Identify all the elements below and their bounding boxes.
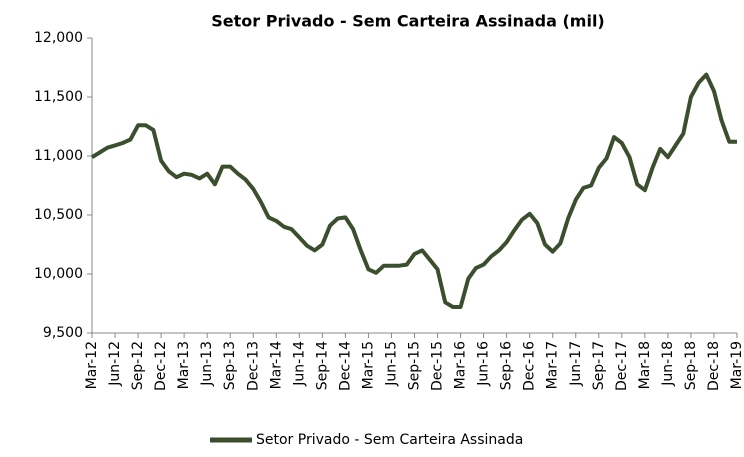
x-tick-label: Sep-12 [130, 341, 146, 390]
data-line [90, 72, 737, 309]
x-tick-label: Jun-14 [291, 341, 307, 387]
y-tick-label: 12,000 [34, 30, 83, 46]
x-tick-label: Dec-14 [337, 341, 353, 391]
x-tick-label: Sep-13 [222, 341, 238, 390]
x-tick-label: Mar-17 [545, 341, 561, 389]
legend-label: Setor Privado - Sem Carteira Assinada [256, 432, 523, 448]
y-tick-label: 11,000 [34, 148, 83, 164]
x-tick-label: Mar-13 [176, 341, 192, 389]
x-tick-label: Mar-18 [637, 341, 653, 389]
x-tick-label: Sep-14 [314, 341, 330, 390]
x-tick-label: Dec-15 [430, 341, 446, 391]
x-tick-label: Sep-17 [591, 341, 607, 390]
x-tick-label: Dec-17 [614, 341, 630, 391]
x-tick-label: Dec-18 [706, 341, 722, 391]
x-tick-label: Jun-13 [199, 341, 215, 387]
x-tick-label: Mar-14 [268, 341, 284, 389]
x-tick-label: Jun-15 [383, 341, 399, 387]
x-tick-label: Sep-15 [407, 341, 423, 390]
x-tick-label: Jun-17 [568, 341, 584, 387]
x-tick-label: Jun-16 [476, 341, 492, 387]
y-tick-label: 9,500 [43, 325, 83, 341]
x-tick-label: Jun-18 [660, 341, 676, 387]
y-tick-label: 10,500 [34, 207, 83, 223]
y-tick-label: 11,500 [34, 89, 83, 105]
x-tick-label: Mar-15 [360, 341, 376, 389]
x-tick-label: Dec-16 [522, 341, 538, 391]
x-tick-label: Dec-13 [245, 341, 261, 391]
chart-title: Setor Privado - Sem Carteira Assinada (m… [211, 12, 605, 31]
x-tick-label: Sep-18 [683, 341, 699, 390]
x-tick-label: Sep-16 [499, 341, 515, 390]
x-tick-label: Jun-12 [107, 341, 123, 387]
x-tick-label: Dec-12 [153, 341, 169, 391]
x-tick-label: Mar-16 [453, 341, 469, 389]
x-tick-label: Mar-19 [729, 341, 744, 389]
x-tick-label: Mar-12 [84, 341, 100, 389]
y-tick-label: 10,000 [34, 266, 83, 282]
